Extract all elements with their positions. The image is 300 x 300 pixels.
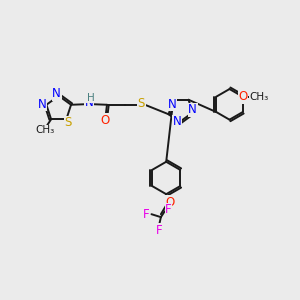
Text: O: O <box>101 114 110 127</box>
Text: S: S <box>64 116 71 129</box>
Text: O: O <box>238 90 248 103</box>
Text: N: N <box>167 98 176 111</box>
Text: N: N <box>38 98 46 111</box>
Text: F: F <box>165 203 172 216</box>
Text: F: F <box>155 224 162 237</box>
Text: O: O <box>165 196 174 209</box>
Text: CH₃: CH₃ <box>249 92 268 102</box>
Text: S: S <box>138 97 145 110</box>
Text: CH₃: CH₃ <box>35 125 54 135</box>
Text: H: H <box>87 93 94 103</box>
Text: N: N <box>188 103 197 116</box>
Text: N: N <box>52 87 61 100</box>
Text: N: N <box>173 115 182 128</box>
Text: F: F <box>143 208 149 221</box>
Text: N: N <box>85 96 94 109</box>
